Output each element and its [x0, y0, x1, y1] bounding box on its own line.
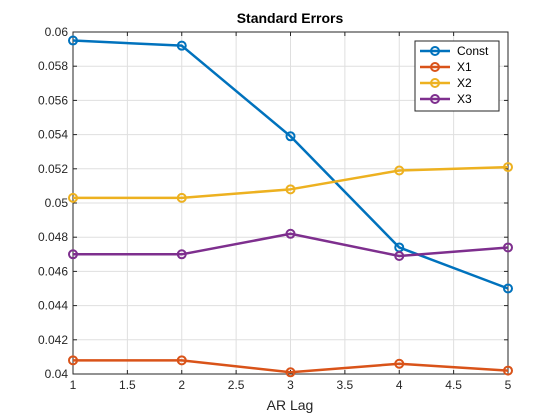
y-tick-label: 0.056 — [38, 93, 68, 107]
x-tick-label: 2 — [178, 378, 185, 392]
legend-marker-x1 — [430, 62, 440, 72]
series-const — [68, 35, 513, 294]
legend-entry-x2: X2 — [420, 76, 472, 90]
x-tick-label: 1 — [70, 378, 77, 392]
y-tick-label: 0.04 — [45, 367, 69, 381]
x-tick-label: 4.5 — [445, 378, 462, 392]
x-tick-label: 3.5 — [337, 378, 354, 392]
y-tick-label: 0.048 — [38, 230, 68, 244]
y-tick-label: 0.058 — [38, 59, 68, 73]
x-axis-label: AR Lag — [267, 397, 314, 413]
series-line-x1 — [73, 359, 509, 374]
data-point-x3 — [503, 242, 513, 253]
y-tick-label: 0.05 — [45, 196, 69, 210]
axis-ticks: 1 1.5 2 2.5 3 3.5 4 4.5 5 0.04 0.042 0.044 0.046 0.04… — [38, 25, 512, 392]
data-point-const — [285, 131, 296, 142]
legend-marker-const — [430, 46, 440, 56]
legend-marker-x2 — [430, 78, 440, 88]
legend-marker-x3 — [430, 94, 440, 104]
series-line-x3 — [73, 232, 509, 258]
x-tick-label: 5 — [505, 378, 512, 392]
x-tick-label: 3 — [287, 378, 294, 392]
series-line-const — [72, 39, 509, 290]
series-line-x2 — [73, 165, 509, 200]
legend: Const X1 X2 X3 — [414, 40, 500, 112]
x-tick-label: 2.5 — [228, 378, 245, 392]
data-point-x3 — [285, 228, 296, 239]
data-point-x1 — [176, 355, 187, 366]
data-point-x2 — [285, 184, 296, 195]
data-point-x2 — [176, 192, 187, 203]
data-point-x3 — [176, 249, 187, 260]
data-point-x1 — [285, 367, 296, 378]
y-tick-label: 0.052 — [38, 162, 68, 176]
y-tick-label: 0.046 — [38, 264, 68, 278]
legend-entry-x1: X1 — [420, 60, 472, 74]
data-point-x2 — [394, 165, 405, 176]
legend-label-const: Const — [457, 44, 489, 58]
data-point-x1 — [68, 355, 78, 366]
x-tick-label: 4 — [396, 378, 403, 392]
data-point-x1 — [503, 365, 513, 376]
y-tick-label: 0.06 — [45, 25, 69, 39]
data-point-x3 — [394, 251, 405, 262]
data-point-x1 — [394, 358, 405, 369]
legend-label-x1: X1 — [457, 60, 472, 74]
legend-entry-const: Const — [420, 44, 489, 58]
data-point-const — [176, 40, 187, 51]
series-x3 — [68, 228, 513, 262]
y-tick-label: 0.044 — [38, 299, 68, 313]
data-point-const — [503, 283, 513, 294]
series-x2 — [68, 162, 513, 203]
chart-title: Standard Errors — [237, 10, 344, 26]
y-tick-label: 0.042 — [38, 333, 68, 347]
legend-entry-x3: X3 — [420, 92, 472, 106]
series-group — [68, 35, 513, 378]
data-point-x2 — [503, 162, 513, 173]
series-x1 — [68, 355, 513, 378]
data-point-const — [68, 35, 78, 46]
legend-label-x2: X2 — [457, 76, 472, 90]
y-tick-label: 0.054 — [38, 128, 68, 142]
legend-label-x3: X3 — [457, 92, 472, 106]
data-point-x2 — [68, 192, 78, 203]
data-point-x3 — [68, 249, 78, 260]
x-tick-label: 1.5 — [119, 378, 136, 392]
